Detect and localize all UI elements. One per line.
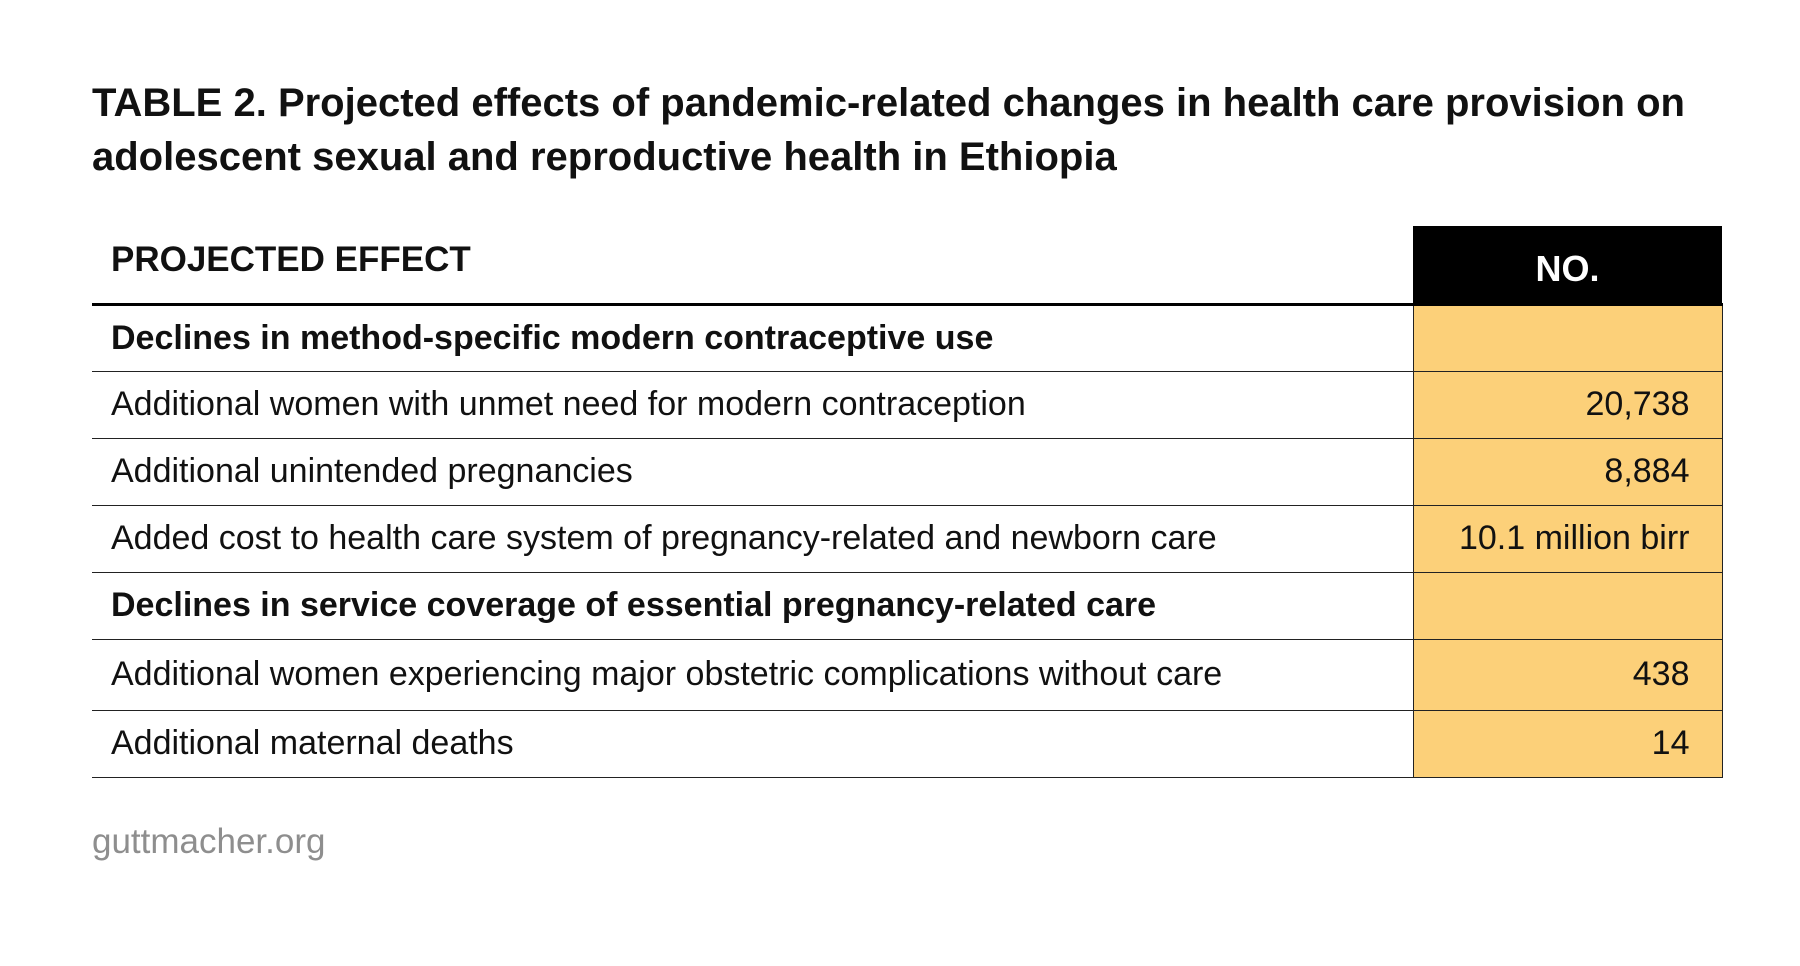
- column-header-number: NO.: [1413, 226, 1722, 306]
- table-row: Added cost to health care system of preg…: [92, 505, 1723, 573]
- source-credit: guttmacher.org: [92, 822, 326, 861]
- row-value: 10.1 million birr: [1412, 505, 1723, 573]
- row-label: Declines in service coverage of essentia…: [92, 572, 1413, 640]
- row-value: 438: [1412, 639, 1723, 711]
- row-value: 8,884: [1412, 438, 1723, 506]
- table-row: Additional women experiencing major obst…: [92, 639, 1723, 711]
- row-label: Added cost to health care system of preg…: [92, 505, 1413, 573]
- row-value: [1412, 304, 1723, 372]
- row-value: 20,738: [1412, 371, 1723, 439]
- column-header-projected-effect: PROJECTED EFFECT: [92, 226, 1413, 306]
- table-title: TABLE 2. Projected effects of pandemic-r…: [92, 81, 1685, 179]
- projected-effects-table: PROJECTED EFFECT NO. Declines in method-…: [92, 226, 1723, 778]
- table-row: Additional women with unmet need for mod…: [92, 371, 1723, 439]
- row-value: [1412, 572, 1723, 640]
- row-value: 14: [1412, 710, 1723, 778]
- row-label: Additional unintended pregnancies: [92, 438, 1413, 506]
- section-row-contraceptive-use: Declines in method-specific modern contr…: [92, 304, 1723, 372]
- row-label: Additional maternal deaths: [92, 710, 1413, 778]
- row-label: Additional women experiencing major obst…: [92, 639, 1413, 711]
- row-label: Additional women with unmet need for mod…: [92, 371, 1413, 439]
- table-row: Additional unintended pregnancies 8,884: [92, 438, 1723, 506]
- table-row: Additional maternal deaths 14: [92, 710, 1723, 778]
- section-row-pregnancy-care: Declines in service coverage of essentia…: [92, 572, 1723, 640]
- table-header-row: PROJECTED EFFECT NO.: [92, 226, 1722, 306]
- row-label: Declines in method-specific modern contr…: [92, 304, 1413, 372]
